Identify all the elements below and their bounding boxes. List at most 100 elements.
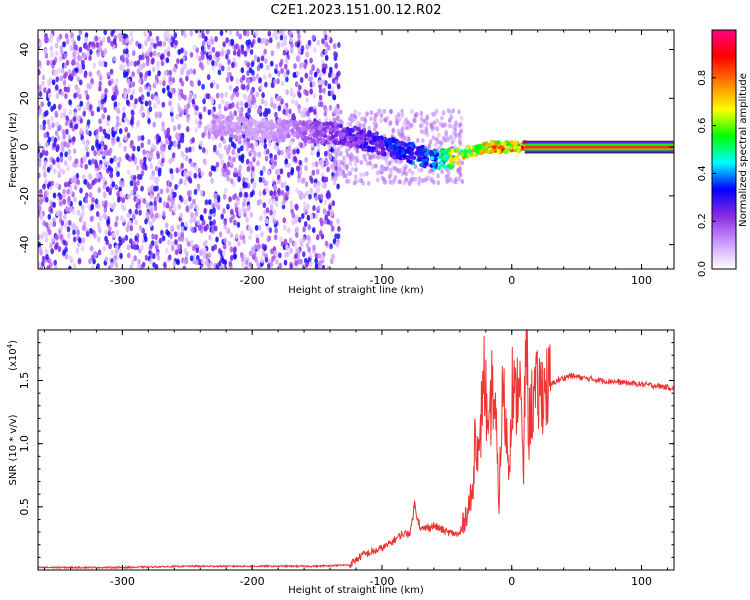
heatmap-cell <box>188 68 193 75</box>
heatmap-cell <box>328 127 334 132</box>
heatmap-cell <box>207 109 212 116</box>
heatmap-cell <box>417 157 422 162</box>
heatmap-cell <box>184 107 189 114</box>
heatmap-cell <box>143 31 147 37</box>
heatmap-cell <box>190 81 195 88</box>
heatmap-cell <box>58 211 63 218</box>
heatmap-cell <box>67 206 71 213</box>
heatmap-cell <box>169 168 174 175</box>
heatmap-cell <box>350 136 355 141</box>
heatmap-cell <box>167 239 171 246</box>
heatmap-cell <box>67 74 72 81</box>
heatmap-cell <box>106 160 110 167</box>
heatmap-cell <box>41 255 46 262</box>
heatmap-cell <box>326 193 331 200</box>
heatmap-cell <box>192 198 196 205</box>
heatmap-cell <box>192 68 197 75</box>
heatmap-cell <box>155 35 160 42</box>
heatmap-cell <box>111 139 115 146</box>
heatmap-cell <box>297 177 301 184</box>
heatmap-cell <box>451 158 456 163</box>
heatmap-cell <box>286 133 291 138</box>
heatmap-cell <box>324 116 329 123</box>
heatmap-cell <box>170 224 174 231</box>
heatmap-cell <box>198 32 202 39</box>
heatmap-cell <box>63 73 67 80</box>
heatmap-cell <box>258 190 262 197</box>
heatmap-cell <box>286 123 291 128</box>
heatmap-cell <box>126 212 131 219</box>
heatmap-cell <box>265 218 269 225</box>
heatmap-cell <box>78 200 83 207</box>
heatmap-cell <box>64 120 69 127</box>
heatmap-cell <box>132 145 136 152</box>
heatmap-cell <box>430 155 435 161</box>
heatmap-cell <box>220 98 225 105</box>
heatmap-cell <box>317 253 322 259</box>
heatmap-cell <box>84 89 89 96</box>
heatmap-cell <box>418 179 422 185</box>
heatmap-cell <box>220 135 224 142</box>
heatmap-cell <box>65 59 70 66</box>
heatmap-cell <box>49 207 54 214</box>
heatmap-cell <box>166 85 170 91</box>
heatmap-cell <box>374 163 379 169</box>
heatmap-cell <box>238 210 242 217</box>
heatmap-cell <box>345 148 349 154</box>
heatmap-cell <box>140 142 144 149</box>
heatmap-cell <box>180 226 185 232</box>
heatmap-cell <box>291 212 296 219</box>
heatmap-cell <box>295 232 299 238</box>
heatmap-cell <box>62 192 66 199</box>
heatmap-cell <box>146 86 151 93</box>
heatmap-cell <box>88 71 93 78</box>
heatmap-cell <box>179 178 183 185</box>
heatmap-cell <box>119 190 123 197</box>
heatmap-cell <box>348 161 353 166</box>
heatmap-cell <box>121 237 125 244</box>
heatmap-cell <box>221 65 225 72</box>
heatmap-cell <box>454 132 458 138</box>
heatmap-cell <box>455 147 461 152</box>
heatmap-cell <box>291 98 295 105</box>
heatmap-cell <box>62 112 67 118</box>
heatmap-cell <box>186 190 191 197</box>
heatmap-cell <box>210 98 215 105</box>
heatmap-cell <box>338 130 343 136</box>
heatmap-cell <box>138 78 142 85</box>
heatmap-cell <box>334 79 339 86</box>
heatmap-cell <box>407 136 411 142</box>
heatmap-cell <box>251 38 256 45</box>
heatmap-cell <box>202 252 207 259</box>
heatmap-cell <box>62 107 67 114</box>
heatmap-cell <box>162 80 166 87</box>
heatmap-cell <box>321 255 325 261</box>
heatmap-cell <box>277 187 281 194</box>
heatmap-cell <box>144 100 149 107</box>
heatmap-cell <box>233 246 237 253</box>
heatmap-cell <box>185 75 189 82</box>
heatmap-cell <box>203 208 207 214</box>
colorbar-frame <box>711 29 737 270</box>
heatmap-cell <box>296 30 301 35</box>
heatmap-cell <box>419 110 424 116</box>
heatmap-cell <box>42 119 47 126</box>
heatmap-cell <box>47 213 52 220</box>
heatmap-cell <box>170 199 175 206</box>
heatmap-cell <box>271 163 275 170</box>
heatmap-cell <box>244 191 249 198</box>
heatmap-cell <box>197 167 202 174</box>
heatmap-cell <box>235 78 240 85</box>
heatmap-cell <box>77 257 82 264</box>
heatmap-cell <box>228 103 233 110</box>
heatmap-cell <box>360 134 365 139</box>
heatmap-cell <box>324 54 329 61</box>
heatmap-cell <box>388 120 393 126</box>
heatmap-cell <box>91 265 95 269</box>
heatmap-cell <box>135 197 139 204</box>
heatmap-cell <box>212 124 217 130</box>
heatmap-cell <box>140 185 144 192</box>
heatmap-cell <box>159 188 164 195</box>
heatmap-cell <box>236 199 240 206</box>
heatmap-cell <box>237 147 241 154</box>
